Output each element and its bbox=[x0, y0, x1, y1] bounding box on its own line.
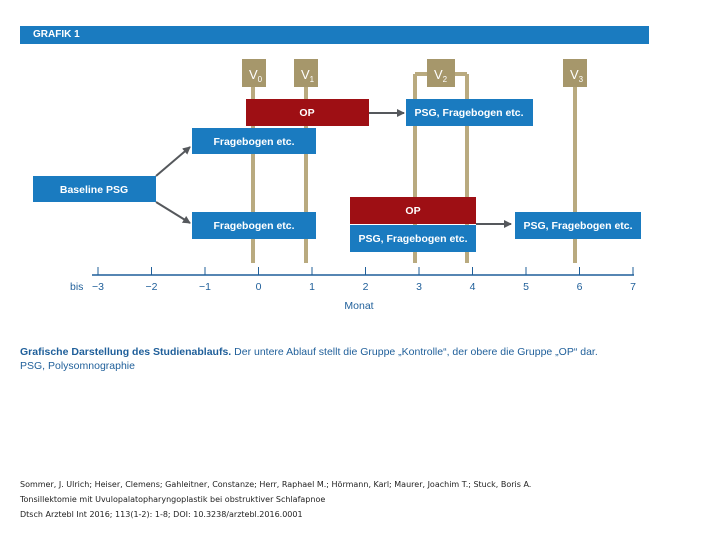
visit-label-v2: V2 bbox=[434, 67, 448, 84]
psg-lower-right-box bbox=[515, 212, 641, 239]
psg-lower-mid-label: PSG, Fragebogen etc. bbox=[358, 233, 467, 245]
citation: Sommer, J. Ulrich; Heiser, Clemens; Gahl… bbox=[20, 477, 700, 522]
arrow-baseline-to-upper bbox=[155, 146, 191, 177]
axis-tick-label: 0 bbox=[256, 281, 262, 293]
study-flow-figure: GRAFIK 1 V0 V1 V2 V3 bbox=[20, 26, 649, 338]
axis-tick-label: −3 bbox=[92, 281, 104, 293]
caption-abbreviation: PSG, Polysomnographie bbox=[20, 360, 135, 372]
axis-label: Monat bbox=[344, 300, 373, 312]
arrow-baseline-to-lower bbox=[155, 201, 191, 224]
axis-tick-label: 1 bbox=[309, 281, 315, 293]
fragebogen-lower-box bbox=[192, 212, 316, 239]
caption-bold: Grafische Darstellung des Studienablaufs… bbox=[20, 346, 232, 358]
axis-tick-label: 5 bbox=[523, 281, 529, 293]
baseline-psg-box bbox=[33, 176, 156, 202]
axis-tick-label: −2 bbox=[146, 281, 158, 293]
time-axis: bis −3 −2 −1 0 1 2 3 4 5 6 7 Monat bbox=[70, 267, 636, 312]
psg-upper-label: PSG, Fragebogen etc. bbox=[414, 107, 523, 119]
axis-tick-label: 3 bbox=[416, 281, 422, 293]
op-lower-box bbox=[350, 197, 476, 224]
citation-authors: Sommer, J. Ulrich; Heiser, Clemens; Gahl… bbox=[20, 480, 532, 489]
study-diagram: V0 V1 V2 V3 Baseline PSG OP PSG, Fragebo… bbox=[33, 59, 641, 312]
axis-ticks: −3 −2 −1 0 1 2 3 4 5 6 7 bbox=[92, 267, 636, 293]
visit-label-v1: V1 bbox=[301, 67, 315, 84]
axis-tick-label: 6 bbox=[577, 281, 583, 293]
axis-tick-label: 2 bbox=[363, 281, 369, 293]
psg-lower-right-label: PSG, Fragebogen etc. bbox=[523, 220, 632, 232]
caption-text: Der untere Ablauf stellt die Gruppe „Kon… bbox=[231, 346, 598, 358]
citation-title: Tonsillektomie mit Uvulopalatopharyngopl… bbox=[20, 495, 326, 504]
fragebogen-upper-label: Fragebogen etc. bbox=[213, 136, 294, 148]
fragebogen-lower-label: Fragebogen etc. bbox=[213, 220, 294, 232]
fragebogen-upper-box bbox=[192, 128, 316, 154]
op-upper-box bbox=[246, 99, 369, 126]
flow-boxes: Baseline PSG OP PSG, Fragebogen etc. Fra… bbox=[33, 99, 641, 252]
op-upper-label: OP bbox=[299, 107, 314, 119]
psg-lower-mid-box bbox=[350, 225, 476, 252]
axis-prefix: bis bbox=[70, 281, 83, 293]
figure-caption: Grafische Darstellung des Studienablaufs… bbox=[20, 345, 620, 373]
op-lower-label: OP bbox=[405, 205, 420, 217]
visit-label-v3: V3 bbox=[570, 67, 584, 84]
visit-labels: V0 V1 V2 V3 bbox=[242, 59, 587, 87]
visit-label-v0: V0 bbox=[249, 67, 263, 84]
psg-upper-box bbox=[406, 99, 533, 126]
flow-arrows bbox=[155, 109, 512, 228]
baseline-psg-label: Baseline PSG bbox=[60, 184, 128, 196]
axis-tick-label: 4 bbox=[470, 281, 476, 293]
axis-tick-label: −1 bbox=[199, 281, 211, 293]
citation-reference: Dtsch Arztebl Int 2016; 113(1-2): 1-8; D… bbox=[20, 510, 303, 519]
axis-tick-label: 7 bbox=[630, 281, 636, 293]
figure-title: GRAFIK 1 bbox=[20, 26, 649, 44]
